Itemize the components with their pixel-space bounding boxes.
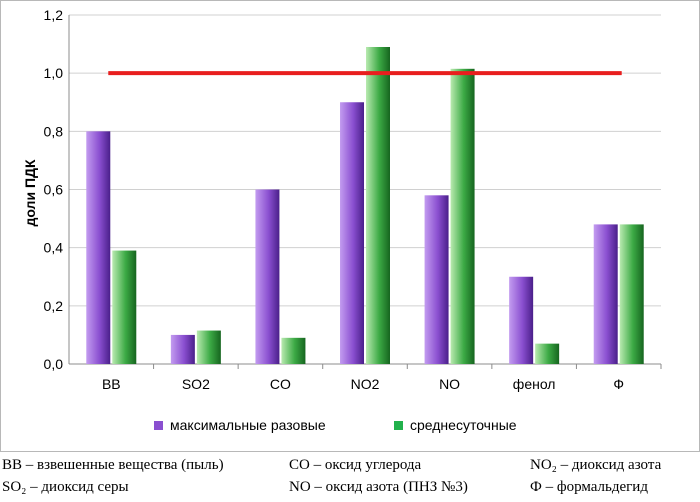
legend-swatch-max [154, 421, 163, 430]
abbreviation-notes: ВВ – взвешенные вещества (пыль) CO – окс… [0, 455, 700, 502]
y-tick-labels: 0,0 0,2 0,4 0,6 0,8 1,0 1,2 [44, 7, 64, 372]
y-tick-label: 1,0 [44, 65, 64, 81]
bar-max [255, 189, 280, 364]
x-tick-label: Ф [613, 376, 624, 392]
x-tick-label: NO2 [351, 376, 380, 392]
x-tick-label: ВВ [102, 376, 121, 392]
bar-max [170, 334, 195, 364]
bar-avg [619, 224, 644, 364]
y-tick-label: 0,4 [44, 240, 64, 256]
note-no: NO – оксид азота (ПНЗ №3) [289, 479, 468, 495]
bar-max [509, 276, 534, 364]
bar-avg [196, 330, 221, 364]
legend: максимальные разовые среднесуточные [154, 417, 517, 433]
bar-avg [450, 68, 475, 364]
gridlines [68, 14, 662, 369]
x-tick-label: CO [270, 376, 291, 392]
x-tick-labels: ВВ SO2 CO NO2 NO фенол Ф [102, 376, 624, 392]
bar-chart: 0,0 0,2 0,4 0,6 0,8 1,0 1,2 ВВ SO2 CO NO2 NO фенол Ф… [22, 7, 662, 433]
bar-avg [112, 250, 137, 364]
note-vv: ВВ – взвешенные вещества (пыль) [2, 457, 224, 473]
bars [86, 46, 644, 364]
bar-avg [535, 343, 560, 364]
note-co: CO – оксид углерода [289, 457, 422, 473]
bar-max [424, 195, 449, 364]
x-tick-label: SO2 [182, 376, 210, 392]
bar-avg [281, 337, 306, 364]
chart-frame: 0,0 0,2 0,4 0,6 0,8 1,0 1,2 ВВ SO2 CO NO2 NO фенол Ф… [0, 0, 700, 452]
y-axis-label: доли ПДК [22, 159, 38, 227]
legend-label-max: максимальные разовые [170, 417, 326, 433]
x-tick-label: NO [439, 376, 460, 392]
bar-max [593, 224, 618, 364]
note-f: Ф – формальдегид [530, 479, 648, 495]
legend-label-avg: среднесуточные [410, 417, 517, 433]
y-tick-label: 0,0 [44, 356, 64, 372]
legend-swatch-avg [394, 421, 403, 430]
bar-avg [366, 46, 390, 364]
y-tick-label: 0,8 [44, 123, 64, 139]
bar-max [340, 102, 364, 364]
bar-max [86, 131, 111, 364]
y-tick-label: 1,2 [44, 7, 64, 23]
x-tick-label: фенол [513, 376, 556, 392]
note-no2: NO₂ – диоксид азота [530, 457, 662, 473]
note-so2: SO₂ – диоксид серы [2, 479, 129, 495]
y-tick-label: 0,6 [44, 182, 64, 198]
y-tick-label: 0,2 [44, 298, 64, 314]
